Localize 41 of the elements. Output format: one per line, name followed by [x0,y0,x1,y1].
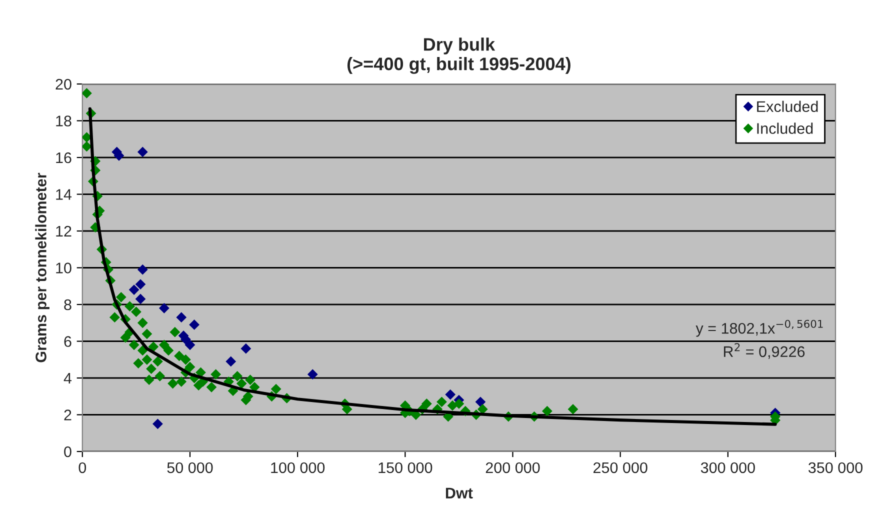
y-tick-label: 8 [64,299,72,310]
point [445,389,456,400]
y-tick-label: 18 [56,116,72,126]
y-tick-label: 14 [56,189,72,200]
x-tick-label: 0 [78,462,86,474]
point [135,279,146,290]
x-tick-label: 250 000 [593,462,648,474]
x-axis-title: Dwt [446,488,473,498]
point [128,284,140,295]
y-axis-title: Grams per tonnekilometer [35,172,50,362]
x-tick-label: 350 000 [808,462,863,474]
point [184,340,196,350]
chart-title: Dry bulk (>=400 gt, built 1995-2004) [347,38,570,74]
annotation: R$^{2}$ = 0,9226 [724,343,805,359]
y-tick-label: 16 [56,152,72,164]
x-tick-label: 300 000 [700,462,755,474]
point [240,343,252,354]
y-tick-label: 10 [56,262,72,274]
y-tick-label: 4 [64,373,72,384]
x-tick-label: 200 000 [486,462,540,474]
point [137,146,148,158]
point [152,418,163,430]
point [189,320,200,330]
legend-label: Excluded [757,100,818,112]
point [135,294,146,304]
point [137,264,148,275]
x-tick-label: 150 000 [378,462,432,474]
point [226,356,236,367]
x-tick-label: 50 000 [167,462,213,474]
point [475,396,486,408]
y-tick-label: 6 [64,336,72,347]
point [307,369,318,380]
y-tick-label: 12 [56,226,72,237]
annotation: y = 1802,1x$^{−0,5601}$ [696,320,823,337]
y-tick-label: 2 [64,410,72,420]
y-tick-label: 20 [56,78,72,90]
point [176,312,187,323]
legend-label: Included [757,122,813,134]
x-tick-label: 100 000 [271,462,325,474]
point [158,302,170,314]
y-tick-label: 0 [64,446,72,458]
